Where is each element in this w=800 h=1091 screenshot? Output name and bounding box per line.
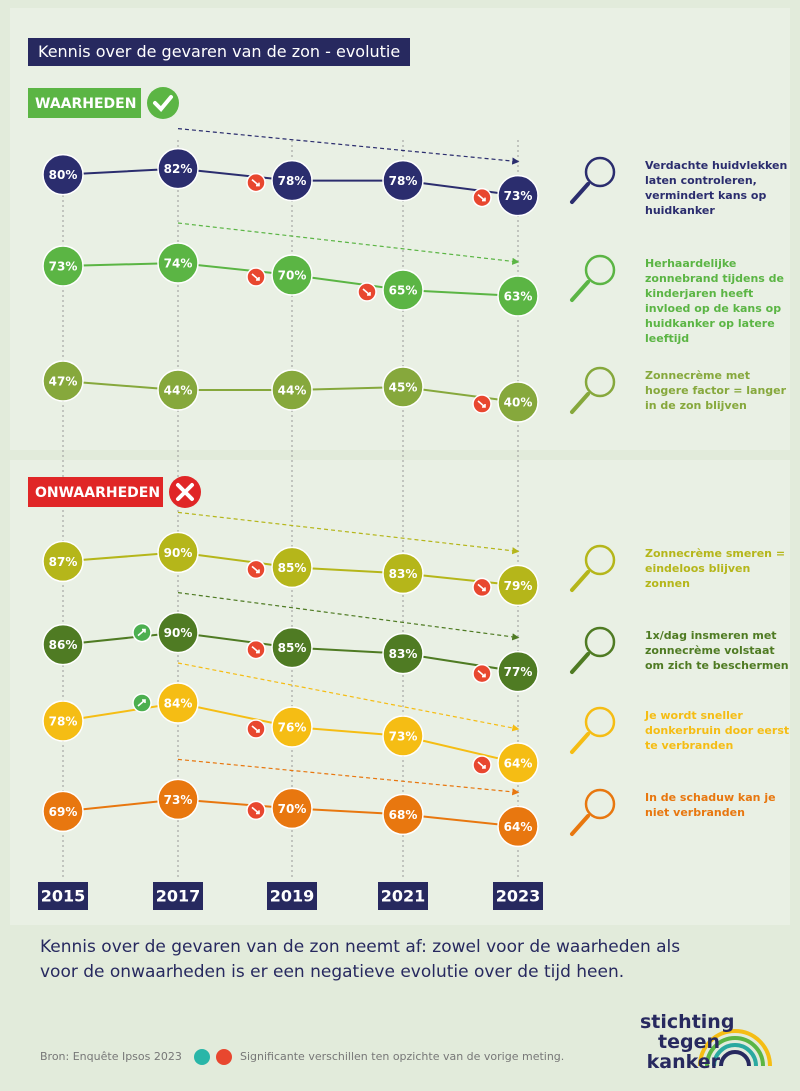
x-tick-label: 2017 xyxy=(156,887,201,906)
page: 2015 2017 2019 2021 2023 WAARHEDEN 80% 82% 78% 78… xyxy=(0,0,800,1091)
data-label: 65% xyxy=(389,284,418,298)
data-label: 45% xyxy=(389,381,418,395)
data-label: 85% xyxy=(278,641,307,655)
legend-marker xyxy=(194,1049,210,1065)
brand: kanker xyxy=(640,1052,720,1072)
data-label: 73% xyxy=(164,793,193,807)
statement: Zonnecrème smeren = eindeloos blijven zo… xyxy=(645,546,795,591)
statement: In de schaduw kan je niet verbranden xyxy=(645,790,795,820)
statement: Zonnecrème met hogere factor = langer in… xyxy=(645,368,795,413)
data-label: 90% xyxy=(164,546,193,560)
statement: Herhaardelijke zonnebrand tijdens de kin… xyxy=(645,256,795,346)
statement: Verdachte huidvlekken laten controleren,… xyxy=(645,158,795,218)
data-label: 69% xyxy=(49,805,78,819)
data-label: 73% xyxy=(389,730,418,744)
data-label: 86% xyxy=(49,638,78,652)
data-label: 78% xyxy=(49,715,78,729)
panel xyxy=(10,460,790,925)
data-label: 83% xyxy=(389,647,418,661)
data-label: 87% xyxy=(49,555,78,569)
source: Bron: Enquête Ipsos 2023 xyxy=(40,1050,182,1063)
data-label: 40% xyxy=(504,396,533,410)
data-label: 80% xyxy=(49,168,78,182)
data-label: 44% xyxy=(278,384,307,398)
x-tick-label: 2021 xyxy=(381,887,426,906)
legend-marker xyxy=(216,1049,232,1065)
section-label: ONWAARHEDEN xyxy=(35,485,160,501)
x-tick-label: 2019 xyxy=(270,887,315,906)
x-tick-label: 2015 xyxy=(41,887,86,906)
data-label: 77% xyxy=(504,665,533,679)
brand: stichting xyxy=(640,1012,720,1032)
chart-title: Kennis over de gevaren van de zon - evol… xyxy=(28,38,410,66)
section-label: WAARHEDEN xyxy=(35,96,136,112)
data-label: 74% xyxy=(164,257,193,271)
data-label: 73% xyxy=(49,260,78,274)
data-label: 63% xyxy=(504,290,533,304)
brand: tegen xyxy=(640,1032,720,1052)
x-tick-label: 2023 xyxy=(496,887,541,906)
data-label: 47% xyxy=(49,375,78,389)
section-icon xyxy=(147,87,179,119)
summary: Kennis over de gevaren van de zon neemt … xyxy=(40,935,700,985)
data-label: 73% xyxy=(504,189,533,203)
data-label: 82% xyxy=(164,162,193,176)
data-label: 83% xyxy=(389,567,418,581)
data-label: 44% xyxy=(164,384,193,398)
data-label: 64% xyxy=(504,757,533,771)
data-label: 76% xyxy=(278,721,307,735)
data-label: 90% xyxy=(164,626,193,640)
logo-arc xyxy=(721,1052,749,1066)
data-label: 64% xyxy=(504,820,533,834)
data-label: 85% xyxy=(278,561,307,575)
data-label: 78% xyxy=(278,174,307,188)
statement: Je wordt sneller donkerbruin door eerst … xyxy=(645,708,795,753)
data-label: 78% xyxy=(389,174,418,188)
data-label: 84% xyxy=(164,697,193,711)
data-label: 70% xyxy=(278,269,307,283)
data-label: 68% xyxy=(389,808,418,822)
data-label: 79% xyxy=(504,579,533,593)
statement: 1x/dag insmeren met zonnecrème volstaat … xyxy=(645,628,795,673)
legend-text: Significante verschillen ten opzichte va… xyxy=(240,1050,564,1063)
data-label: 70% xyxy=(278,802,307,816)
